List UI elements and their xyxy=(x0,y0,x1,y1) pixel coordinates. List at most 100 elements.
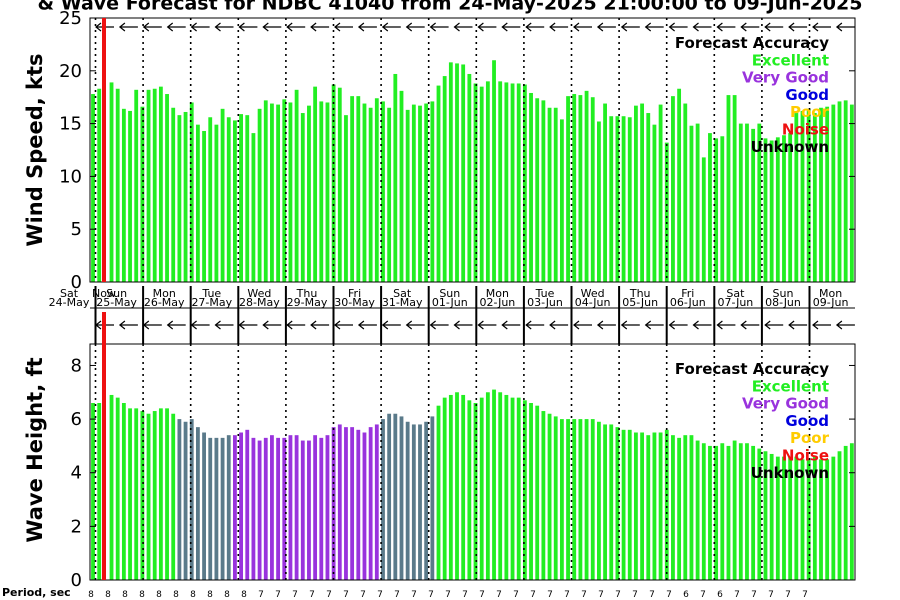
bar xyxy=(257,108,262,282)
bar xyxy=(800,459,805,580)
bar xyxy=(763,138,768,282)
direction-arrowhead xyxy=(501,320,508,330)
direction-arrowhead xyxy=(214,22,221,32)
bar xyxy=(270,103,274,282)
bar xyxy=(239,114,243,282)
direction-arrowhead xyxy=(525,22,532,32)
wave-height-panel: 0 2 4 6 8 Wave Height, ft Forecast AccuracyE… xyxy=(23,343,856,591)
date-label: 05-Jun xyxy=(622,296,658,309)
bar xyxy=(788,456,793,580)
direction-arrowhead xyxy=(334,320,341,330)
bar xyxy=(288,102,293,282)
day-of-week-label: Fri xyxy=(348,287,361,300)
date-label: 27-May xyxy=(191,296,232,309)
date-label: 24-May xyxy=(49,296,90,309)
bar xyxy=(522,400,527,580)
bar xyxy=(455,63,459,282)
bar xyxy=(794,456,799,580)
bar xyxy=(115,88,120,282)
bar xyxy=(819,107,823,282)
bar xyxy=(664,142,669,282)
bar xyxy=(640,432,644,580)
period-value: 7 xyxy=(292,590,298,600)
bar xyxy=(634,432,638,580)
bar xyxy=(535,405,540,580)
bar xyxy=(479,397,484,580)
bar xyxy=(510,397,515,580)
period-value: 8 xyxy=(122,590,128,600)
bar xyxy=(368,107,373,282)
bar xyxy=(572,419,577,580)
bar xyxy=(448,62,453,282)
bar xyxy=(658,432,663,580)
plot-frame xyxy=(89,17,856,283)
direction-arrowhead xyxy=(740,320,747,330)
period-value: 7 xyxy=(496,590,502,600)
bar xyxy=(158,86,163,282)
direction-arrowhead xyxy=(118,320,126,330)
direction-arrowhead xyxy=(668,22,675,32)
bar xyxy=(245,115,250,283)
bar xyxy=(337,87,342,282)
y-tick-label: 4 xyxy=(71,463,82,484)
period-value: 7 xyxy=(445,590,451,600)
date-label: 25-May xyxy=(96,296,137,309)
bar xyxy=(615,116,620,283)
bar xyxy=(177,419,182,580)
day-of-week-label: Tue xyxy=(535,287,555,300)
direction-arrowhead xyxy=(310,22,317,32)
legend-title: Forecast Accuracy xyxy=(675,34,829,52)
bar xyxy=(837,451,842,580)
direction-arrowhead xyxy=(142,320,150,330)
bar xyxy=(362,103,367,282)
y-tick-label: 0 xyxy=(71,570,82,591)
bar xyxy=(646,113,651,282)
direction-arrowhead xyxy=(788,320,795,330)
bar xyxy=(245,429,250,580)
direction-arrowhead xyxy=(835,320,843,330)
y-tick-label: 20 xyxy=(59,61,82,82)
bar xyxy=(492,60,496,282)
bar xyxy=(732,95,737,282)
bar xyxy=(825,106,830,282)
bar xyxy=(714,138,719,282)
bar xyxy=(344,115,348,283)
bar xyxy=(578,419,583,580)
bar xyxy=(195,427,200,580)
direction-arrowhead xyxy=(405,22,413,32)
date-label: 07-Jun xyxy=(718,296,754,309)
bar xyxy=(146,89,151,282)
period-value: 7 xyxy=(343,590,349,600)
day-of-week-label: Sun xyxy=(439,287,460,300)
wave-direction-arrows xyxy=(95,320,855,330)
noise-marker-label: Now xyxy=(92,287,116,300)
bar xyxy=(627,117,632,282)
bar xyxy=(757,123,762,282)
bar xyxy=(689,125,694,283)
bar xyxy=(331,84,336,282)
bar xyxy=(239,432,243,580)
bar xyxy=(226,117,231,282)
bar xyxy=(325,102,330,282)
direction-arrowhead xyxy=(644,22,652,32)
bar xyxy=(720,136,725,282)
bar xyxy=(226,435,231,580)
bar xyxy=(843,100,848,283)
bar xyxy=(387,413,392,580)
direction-arrowhead xyxy=(764,320,771,330)
bar xyxy=(708,445,712,580)
legend-item: Excellent xyxy=(752,377,829,395)
direction-arrowhead xyxy=(142,22,150,32)
bar xyxy=(559,419,564,580)
direction-arrowhead xyxy=(596,320,604,330)
bar xyxy=(708,133,712,282)
legend-title: Forecast Accuracy xyxy=(675,360,829,378)
bar xyxy=(183,421,188,580)
bar xyxy=(806,108,811,282)
bar xyxy=(134,89,139,282)
legend-item: Noise xyxy=(782,121,829,139)
wind-speed-panel: 0 5 10 15 20 25 Wind Speed, kts Forecast Accu… xyxy=(23,8,856,293)
day-of-week-label: Sun xyxy=(106,287,127,300)
bar xyxy=(701,157,706,282)
bar xyxy=(461,394,466,580)
